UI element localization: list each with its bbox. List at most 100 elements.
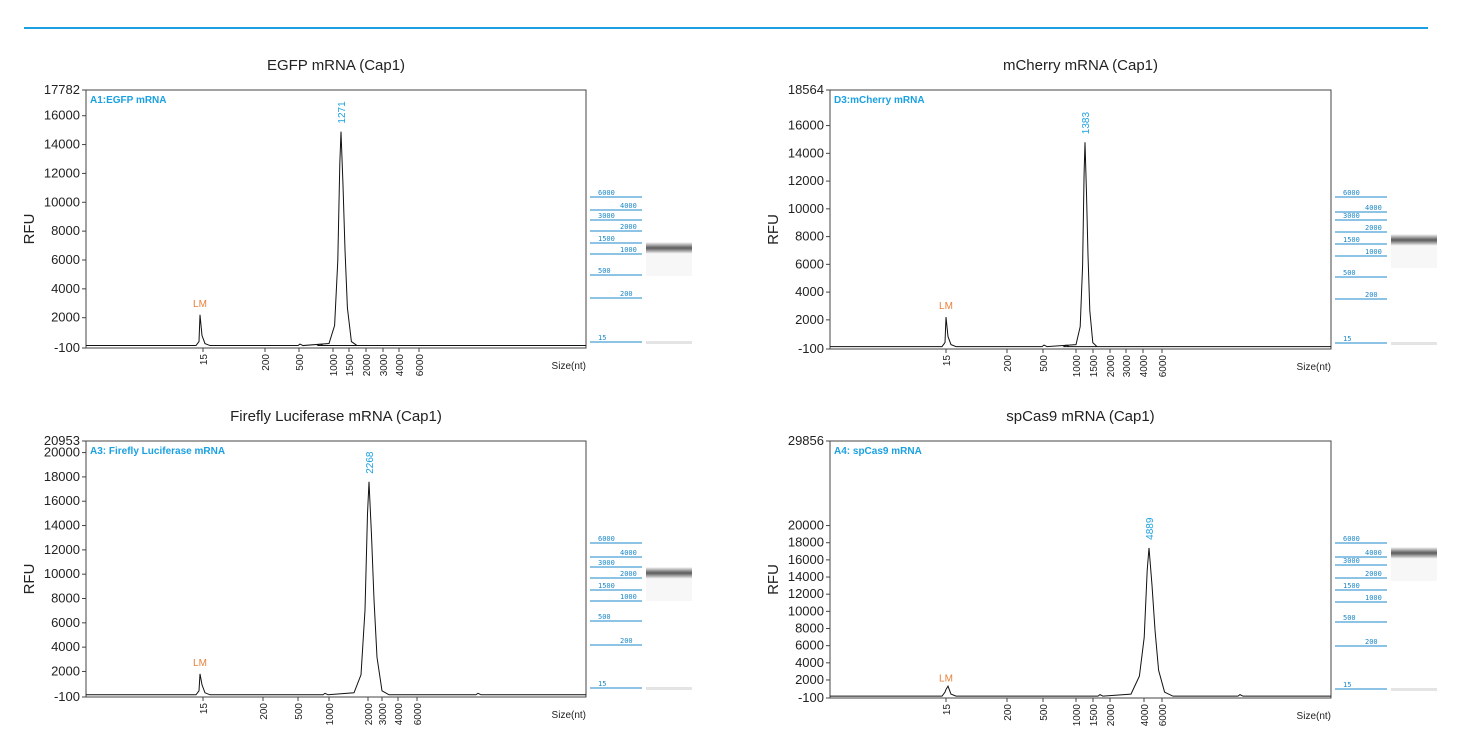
ladder-band-label: 1000 — [620, 593, 637, 601]
y-tick-label: 10000 — [44, 566, 80, 581]
ladder-band-label: 2000 — [1365, 224, 1382, 232]
y-tick-label: 20000 — [44, 445, 80, 460]
y-tick-label: 10000 — [44, 194, 80, 209]
x-tick-label: 4000 — [395, 354, 406, 377]
sample-label: A3: Firefly Luciferase mRNA — [90, 446, 225, 457]
y-tick-label: -100 — [798, 690, 824, 705]
x-tick-label: 3000 — [378, 703, 389, 726]
electropherogram-trace — [830, 547, 1331, 697]
gel-marker-band — [1391, 342, 1437, 345]
ladder-band-label: 15 — [598, 680, 606, 688]
y-tick-label: 17782 — [44, 82, 80, 97]
gel-smear — [646, 579, 692, 601]
sample-label: D3:mCherry mRNA — [834, 95, 925, 106]
ladder-band-label: 2000 — [1365, 570, 1382, 578]
gel-smear — [646, 254, 692, 276]
chart-svg: Firefly Luciferase mRNA (Cap1) A3: Firefl… — [21, 408, 692, 726]
y-tick-label: 4000 — [795, 655, 824, 670]
gel-marker-band — [1391, 688, 1437, 691]
x-tick-label: 6000 — [415, 354, 426, 377]
ladder-band-label: 1000 — [1365, 248, 1382, 256]
x-tick-label: 500 — [294, 703, 305, 720]
y-axis-label: RFU — [21, 564, 38, 595]
lower-marker-label: LM — [939, 301, 953, 312]
y-tick-label: 10000 — [788, 201, 824, 216]
y-tick-label: 2000 — [795, 312, 824, 327]
ladder-band-label: 500 — [1343, 269, 1356, 277]
ladder-band-label: 1000 — [620, 246, 637, 254]
y-tick-label: -100 — [798, 341, 824, 356]
gel-marker-band — [646, 341, 692, 344]
y-tick-label: 4000 — [795, 284, 824, 299]
y-tick-label: 14000 — [788, 569, 824, 584]
x-tick-label: 1000 — [1072, 355, 1083, 378]
x-tick-label: 4000 — [394, 703, 405, 726]
x-tick-label: 3000 — [379, 354, 390, 377]
electropherogram-trace — [830, 142, 1331, 348]
x-tick-label: 500 — [1039, 355, 1050, 372]
x-tick-label: 1500 — [345, 354, 356, 377]
y-tick-label: 4000 — [51, 639, 80, 654]
ladder-band-label: 2000 — [620, 570, 637, 578]
x-tick-label: 4000 — [1140, 704, 1151, 727]
peak-size-label: 4889 — [1145, 517, 1156, 540]
gel-smear — [1391, 559, 1437, 581]
ladder-band-label: 6000 — [598, 189, 615, 197]
electropherogram-panel-spcas9: spCas9 mRNA (Cap1) A4: spCas9 mRNA RFU 2985… — [733, 395, 1466, 745]
ladder-band-label: 1500 — [1343, 236, 1360, 244]
x-tick-label: 3000 — [1122, 355, 1133, 378]
y-axis-label: RFU — [765, 214, 782, 245]
x-tick-label: 15 — [199, 703, 210, 715]
gel-sample-band — [1391, 547, 1437, 559]
gel-marker-band — [646, 687, 692, 690]
plot-frame — [829, 89, 1332, 350]
ladder-band-label: 3000 — [598, 559, 615, 567]
peak-size-label: 1271 — [337, 101, 348, 124]
x-tick-label: 6000 — [413, 703, 424, 726]
ladder-band-label: 200 — [1365, 638, 1378, 646]
chart-title: EGFP mRNA (Cap1) — [267, 57, 405, 74]
x-tick-label: 2000 — [1106, 704, 1117, 727]
ladder-band-label: 200 — [620, 637, 633, 645]
ladder-band-label: 2000 — [620, 223, 637, 231]
electropherogram-panel-firefly-luciferase: Firefly Luciferase mRNA (Cap1) A3: Firefl… — [0, 395, 733, 745]
ladder-band-label: 15 — [1343, 681, 1351, 689]
chart-svg: EGFP mRNA (Cap1) A1:EGFP mRNA RFU 17782 1600… — [21, 57, 692, 377]
y-tick-label: 20000 — [788, 518, 824, 533]
y-tick-label: 2000 — [51, 310, 80, 325]
y-tick-label: 8000 — [51, 591, 80, 606]
y-tick-label: 10000 — [788, 603, 824, 618]
electropherogram-trace — [86, 131, 586, 347]
x-tick-label: 500 — [1039, 704, 1050, 721]
ladder-band-label: 6000 — [1343, 535, 1360, 543]
lower-marker-label: LM — [939, 673, 953, 684]
y-axis-label: RFU — [765, 564, 782, 595]
y-tick-label: -100 — [54, 340, 80, 355]
ladder-band-label: 3000 — [1343, 557, 1360, 565]
y-tick-label: 29856 — [788, 433, 824, 448]
lower-marker-label: LM — [193, 658, 207, 669]
y-tick-label: 16000 — [788, 118, 824, 133]
top-accent-rule — [24, 27, 1428, 29]
x-tick-label: 6000 — [1158, 355, 1169, 378]
plot-frame — [85, 89, 587, 349]
y-tick-label: 16000 — [44, 493, 80, 508]
ladder-band-label: 4000 — [620, 549, 637, 557]
gel-sample-band — [646, 567, 692, 579]
y-tick-label: 2000 — [795, 672, 824, 687]
y-tick-label: 16000 — [788, 552, 824, 567]
y-tick-label: 16000 — [44, 108, 80, 123]
y-tick-label: 18000 — [44, 469, 80, 484]
x-tick-label: 2000 — [1106, 355, 1117, 378]
chart-title: Firefly Luciferase mRNA (Cap1) — [230, 408, 442, 425]
plot-frame — [829, 440, 1332, 699]
ladder-band-label: 15 — [1343, 335, 1351, 343]
x-tick-label: 2000 — [362, 354, 373, 377]
sample-label: A1:EGFP mRNA — [90, 95, 167, 106]
chart-svg: spCas9 mRNA (Cap1) A4: spCas9 mRNA RFU 2985… — [765, 408, 1437, 727]
y-tick-label: -100 — [54, 689, 80, 704]
y-tick-label: 12000 — [788, 586, 824, 601]
ladder-band-label: 3000 — [1343, 212, 1360, 220]
lower-marker-label: LM — [193, 299, 207, 310]
y-tick-label: 8000 — [795, 229, 824, 244]
